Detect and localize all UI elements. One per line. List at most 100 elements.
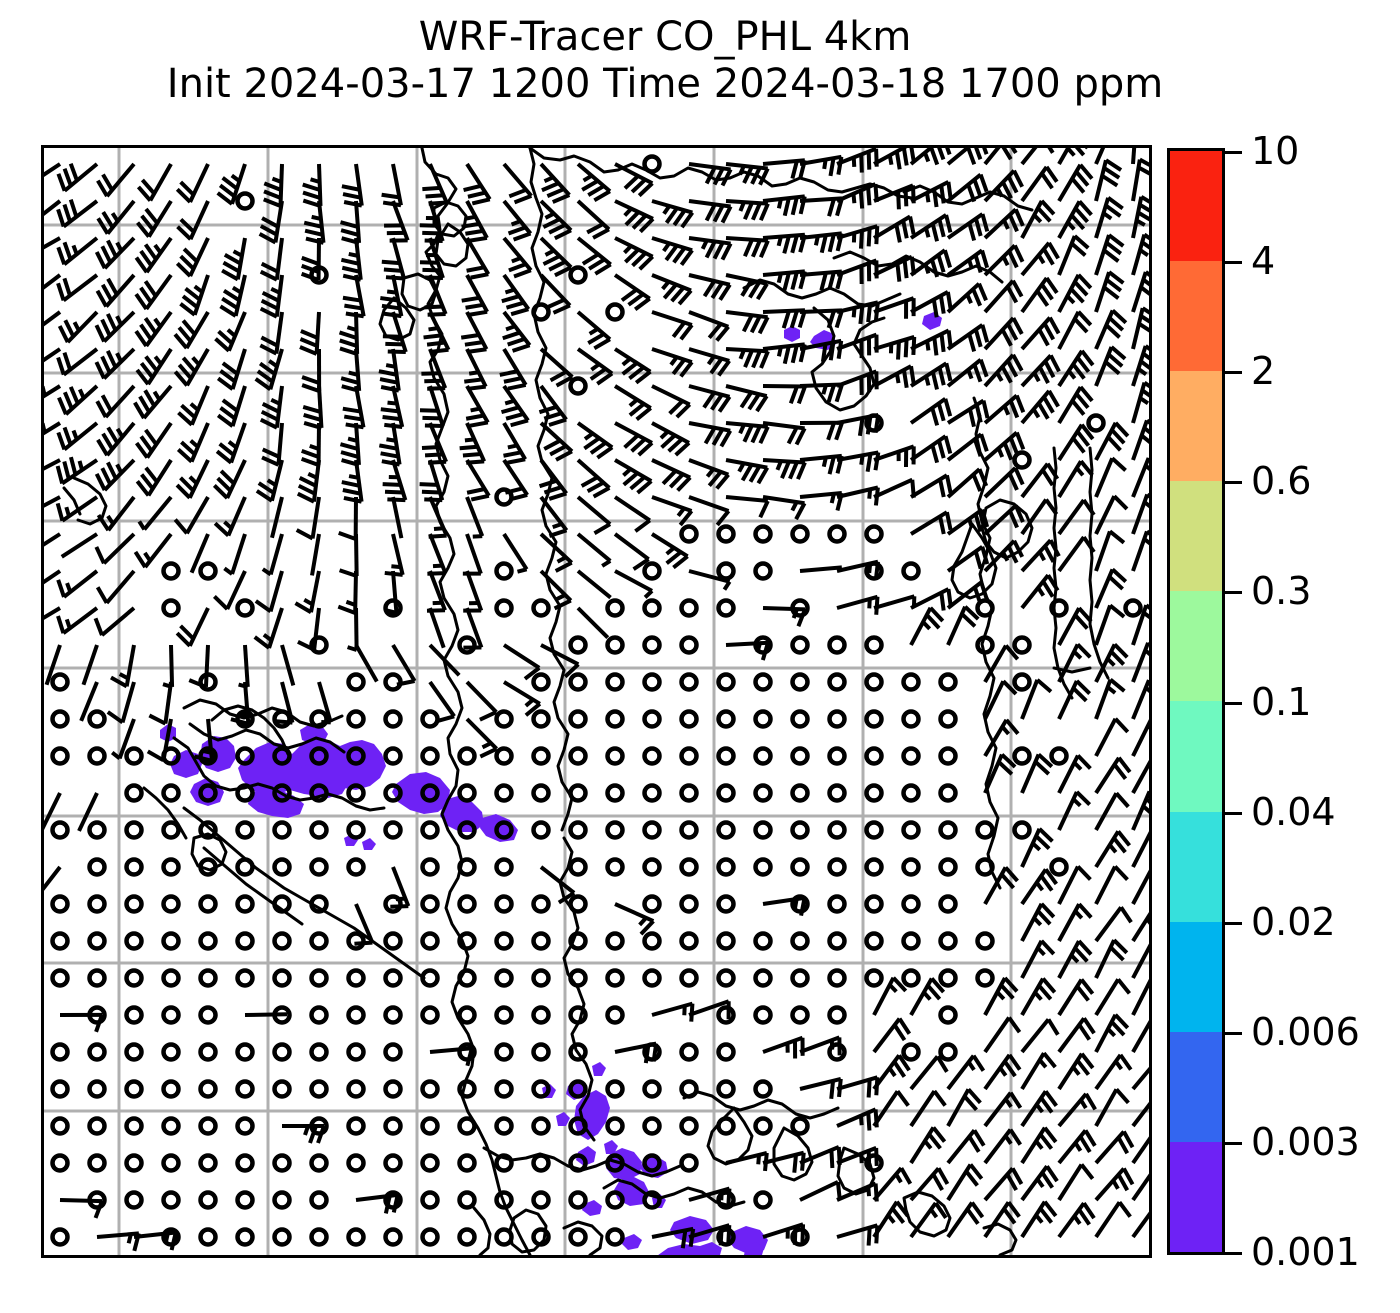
calm-wind-circle [790, 857, 810, 877]
calm-wind-circle [568, 1153, 588, 1173]
calm-wind-circle [642, 598, 662, 618]
calm-wind-circle [605, 1116, 625, 1136]
colorbar-tick-mark-2 [1225, 371, 1242, 375]
wind-barb [613, 458, 653, 495]
coastline-path-2 [528, 148, 914, 200]
wind-barb [651, 1001, 695, 1022]
wind-barb [983, 753, 1017, 794]
calm-wind-circle [864, 968, 884, 988]
map-plot-area[interactable] [41, 145, 1152, 1258]
calm-wind-circle [420, 1079, 440, 1099]
calm-wind-circle [494, 1079, 514, 1099]
wind-barb [1057, 679, 1092, 720]
wind-barb [873, 183, 916, 210]
wind-barb [176, 422, 210, 464]
calm-wind-circle [494, 931, 514, 951]
wind-barb [1057, 1092, 1097, 1128]
calm-wind-circle [531, 1153, 551, 1173]
wind-barb [459, 422, 486, 465]
calm-wind-circle [272, 820, 292, 840]
wind-barb [1131, 1211, 1149, 1239]
calm-wind-circle [309, 709, 329, 729]
calm-wind-circle [753, 1190, 773, 1210]
calm-wind-circle [457, 1079, 477, 1099]
wind-barb [1020, 148, 1055, 166]
wind-barb [983, 504, 1025, 536]
wind-barb [1131, 306, 1149, 350]
calm-wind-circle [531, 598, 551, 618]
wind-barb [613, 384, 652, 421]
coastline-path-26 [472, 1206, 492, 1255]
coastline-path-10 [1052, 446, 1074, 700]
wind-barb [613, 347, 652, 385]
calm-wind-circle [124, 931, 144, 951]
wind-barb [1020, 462, 1060, 499]
calm-wind-circle [716, 820, 736, 840]
calm-wind-circle [975, 968, 995, 988]
coastline-path-19 [142, 786, 188, 840]
calm-wind-circle [716, 1005, 736, 1025]
wind-barb [1094, 567, 1128, 609]
colorbar-tick-label-5: 0.1 [1251, 679, 1312, 724]
calm-wind-circle [938, 857, 958, 877]
calm-wind-circle [198, 894, 218, 914]
wind-barb [909, 1089, 947, 1128]
calm-wind-circle [383, 1042, 403, 1062]
calm-wind-circle [790, 746, 810, 766]
wind-barb [386, 570, 399, 615]
wind-barb [1094, 529, 1126, 572]
calm-wind-circle [309, 894, 329, 914]
calm-wind-circle [605, 783, 625, 803]
wind-barb [799, 453, 844, 475]
wind-barb [465, 496, 485, 539]
calm-wind-circle [309, 1005, 329, 1025]
wind-barb [340, 237, 363, 282]
colorbar-tick-mark-9 [1225, 1141, 1242, 1145]
calm-wind-circle [87, 1005, 107, 1025]
wind-barb [1131, 148, 1137, 165]
colorbar[interactable] [1167, 148, 1225, 1255]
wind-barb [44, 162, 62, 177]
calm-wind-circle [198, 1042, 218, 1062]
wind-barb [539, 347, 574, 388]
wind-barb [500, 384, 530, 428]
wind-barb [502, 643, 541, 681]
wind-barb [1094, 830, 1132, 869]
calm-wind-circle [420, 931, 440, 951]
calm-wind-circle [605, 820, 625, 840]
calm-wind-circle [679, 894, 699, 914]
wind-barb [1094, 717, 1130, 757]
wind-barb [110, 644, 136, 689]
wind-barb [1057, 234, 1090, 276]
calm-wind-circle [383, 968, 403, 988]
wind-barb [189, 533, 210, 574]
calm-wind-circle [531, 1005, 551, 1025]
wind-barb [872, 1090, 910, 1128]
wind-barb [1020, 1090, 1058, 1128]
calm-wind-circle [457, 1005, 477, 1025]
calm-wind-circle [975, 931, 995, 951]
wind-barb [983, 1128, 1022, 1165]
wind-barb [499, 347, 528, 391]
tracer-plume-polygon-31 [556, 1112, 570, 1126]
wind-barb [1094, 421, 1130, 461]
calm-wind-circle [901, 746, 921, 766]
calm-wind-circle [716, 968, 736, 988]
coastline-path-3 [902, 184, 1034, 212]
wind-barb [1094, 756, 1132, 795]
calm-wind-circle [235, 783, 255, 803]
wind-barb [1020, 538, 1061, 573]
calm-wind-circle [198, 820, 218, 840]
wind-barb [614, 902, 655, 936]
calm-wind-circle [346, 746, 366, 766]
calm-wind-circle [420, 820, 440, 840]
calm-wind-circle [864, 1153, 884, 1173]
coastline-path-7 [980, 498, 1034, 560]
wind-barb [872, 1054, 911, 1091]
calm-wind-circle [716, 1190, 736, 1210]
calm-wind-circle [494, 1005, 514, 1025]
calm-wind-circle [124, 820, 144, 840]
wind-barb [688, 273, 732, 301]
calm-wind-circle [642, 1079, 662, 1099]
wind-barb [539, 495, 569, 538]
